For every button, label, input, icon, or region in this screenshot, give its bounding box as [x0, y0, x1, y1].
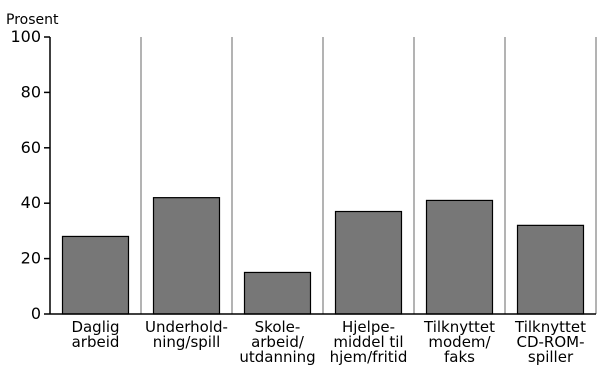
- y-tick-label: 20: [21, 249, 41, 268]
- y-tick-label: 0: [31, 304, 41, 323]
- y-tick-label: 60: [21, 138, 41, 157]
- bars: [61, 197, 585, 315]
- category-label: Tilknyttet: [514, 318, 586, 336]
- category-label: Hjelpe-: [342, 318, 395, 336]
- category-label: Skole-: [255, 318, 301, 336]
- bar: [61, 235, 130, 315]
- category-label: arbeid: [72, 333, 120, 351]
- axes: [49, 37, 596, 315]
- grid: [140, 37, 597, 314]
- category-label: Underhold-: [145, 318, 228, 336]
- category-label: modem/: [428, 333, 491, 351]
- bar: [334, 210, 403, 315]
- category-label: faks: [444, 348, 475, 366]
- category-label: ning/spill: [153, 333, 221, 351]
- bar: [152, 197, 221, 315]
- category-label: CD-ROM-: [516, 333, 584, 351]
- bar: [243, 271, 312, 315]
- category-label: arbeid/: [251, 333, 305, 351]
- bar: [516, 224, 585, 315]
- bar: [425, 199, 494, 315]
- y-tick-label: 40: [21, 193, 41, 212]
- category-label: hjem/fritid: [330, 348, 408, 366]
- y-axis-label: Prosent: [6, 12, 59, 28]
- y-tick-labels: 0 20 40 60 80 100: [10, 27, 50, 323]
- y-tick-label: 100: [10, 27, 41, 46]
- category-label: Daglig: [71, 318, 119, 336]
- category-label: middel til: [333, 333, 403, 351]
- category-label: spiller: [528, 348, 574, 366]
- category-label: Tilknyttet: [423, 318, 495, 336]
- category-label: utdanning: [239, 348, 315, 366]
- y-tick-label: 80: [21, 82, 41, 101]
